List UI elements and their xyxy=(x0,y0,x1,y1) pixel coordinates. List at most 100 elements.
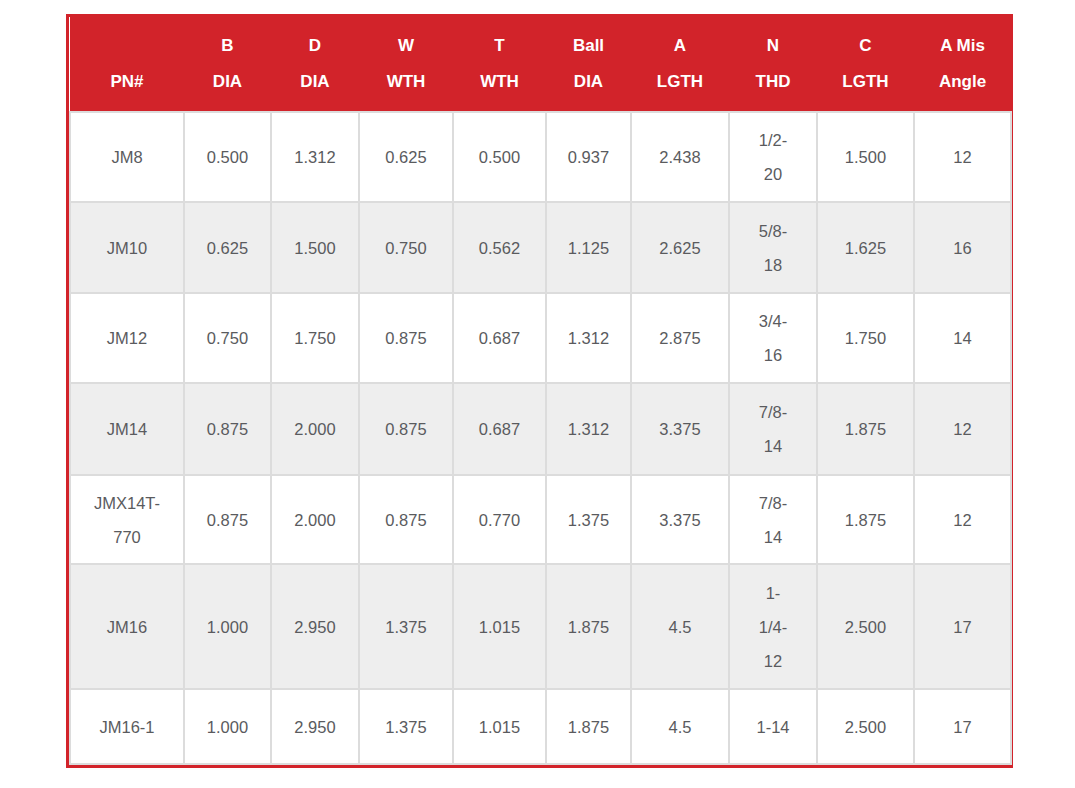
cell-n-thd: 1/2- 20 xyxy=(729,112,817,202)
cell-a-mis-angle: 17 xyxy=(914,689,1011,764)
cell-t-wth: 1.015 xyxy=(453,564,546,689)
cell-pn: JM16-1 xyxy=(70,689,184,764)
cell-a-lgth: 2.875 xyxy=(631,293,729,383)
cell-n-thd: 3/4- 16 xyxy=(729,293,817,383)
header-line: N xyxy=(731,28,815,64)
header-line: WTH xyxy=(361,64,451,100)
cell-b-dia: 0.750 xyxy=(184,293,271,383)
cell-d-dia: 1.500 xyxy=(271,202,359,293)
cell-ball-dia: 0.937 xyxy=(546,112,631,202)
col-header-pn: PN# xyxy=(70,17,184,112)
cell-n-thd: 1-14 xyxy=(729,689,817,764)
cell-pn: JM14 xyxy=(70,383,184,475)
cell-t-wth: 0.687 xyxy=(453,383,546,475)
header-line: Angle xyxy=(916,64,1009,100)
cell-c-lgth: 2.500 xyxy=(817,689,914,764)
col-header-c-lgth: C LGTH xyxy=(817,17,914,112)
cell-c-lgth: 1.750 xyxy=(817,293,914,383)
cell-w-wth: 0.625 xyxy=(359,112,453,202)
cell-w-wth: 0.875 xyxy=(359,383,453,475)
cell-c-lgth: 1.500 xyxy=(817,112,914,202)
cell-w-wth: 0.875 xyxy=(359,293,453,383)
header-line: B xyxy=(186,28,269,64)
cell-w-wth: 1.375 xyxy=(359,564,453,689)
cell-b-dia: 0.500 xyxy=(184,112,271,202)
cell-pn: JMX14T- 770 xyxy=(70,475,184,564)
spec-table: PN# B DIA D DIA W WTH T xyxy=(69,17,1012,765)
col-header-t-wth: T WTH xyxy=(453,17,546,112)
table-row-jm14: JM14 0.875 2.000 0.875 0.687 1.312 3.375… xyxy=(70,383,1011,475)
cell-pn: JM12 xyxy=(70,293,184,383)
cell-a-lgth: 4.5 xyxy=(631,564,729,689)
cell-a-mis-angle: 12 xyxy=(914,383,1011,475)
cell-ball-dia: 1.312 xyxy=(546,293,631,383)
cell-d-dia: 2.000 xyxy=(271,383,359,475)
cell-b-dia: 1.000 xyxy=(184,564,271,689)
table-row-jm8: JM8 0.500 1.312 0.625 0.500 0.937 2.438 … xyxy=(70,112,1011,202)
cell-c-lgth: 2.500 xyxy=(817,564,914,689)
header-line xyxy=(72,28,182,64)
col-header-a-lgth: A LGTH xyxy=(631,17,729,112)
cell-pn: JM16 xyxy=(70,564,184,689)
cell-a-mis-angle: 14 xyxy=(914,293,1011,383)
header-line: D xyxy=(273,28,357,64)
header-line: WTH xyxy=(455,64,544,100)
cell-t-wth: 0.770 xyxy=(453,475,546,564)
col-header-b-dia: B DIA xyxy=(184,17,271,112)
cell-pn: JM10 xyxy=(70,202,184,293)
cell-d-dia: 1.750 xyxy=(271,293,359,383)
header-line: PN# xyxy=(72,64,182,100)
header-line: DIA xyxy=(273,64,357,100)
page: PN# B DIA D DIA W WTH T xyxy=(0,0,1075,788)
cell-a-mis-angle: 17 xyxy=(914,564,1011,689)
cell-a-mis-angle: 12 xyxy=(914,112,1011,202)
cell-c-lgth: 1.875 xyxy=(817,475,914,564)
cell-n-thd: 7/8- 14 xyxy=(729,383,817,475)
cell-t-wth: 0.687 xyxy=(453,293,546,383)
table-body: JM8 0.500 1.312 0.625 0.500 0.937 2.438 … xyxy=(70,112,1011,764)
header-line: LGTH xyxy=(633,64,727,100)
cell-ball-dia: 1.125 xyxy=(546,202,631,293)
header-line: W xyxy=(361,28,451,64)
cell-b-dia: 1.000 xyxy=(184,689,271,764)
cell-ball-dia: 1.875 xyxy=(546,564,631,689)
header-line: THD xyxy=(731,64,815,100)
cell-a-lgth: 2.625 xyxy=(631,202,729,293)
header-line: T xyxy=(455,28,544,64)
cell-w-wth: 1.375 xyxy=(359,689,453,764)
header-line: C xyxy=(819,28,912,64)
table-row-jmx14t-770: JMX14T- 770 0.875 2.000 0.875 0.770 1.37… xyxy=(70,475,1011,564)
col-header-a-mis-angle: A Mis Angle xyxy=(914,17,1011,112)
cell-ball-dia: 1.375 xyxy=(546,475,631,564)
cell-a-lgth: 3.375 xyxy=(631,475,729,564)
spec-table-container: PN# B DIA D DIA W WTH T xyxy=(66,14,1013,768)
header-line: DIA xyxy=(548,64,629,100)
table-row-jm16-1: JM16-1 1.000 2.950 1.375 1.015 1.875 4.5… xyxy=(70,689,1011,764)
cell-b-dia: 0.875 xyxy=(184,475,271,564)
cell-a-mis-angle: 12 xyxy=(914,475,1011,564)
cell-t-wth: 0.562 xyxy=(453,202,546,293)
header-line: DIA xyxy=(186,64,269,100)
col-header-w-wth: W WTH xyxy=(359,17,453,112)
cell-a-lgth: 3.375 xyxy=(631,383,729,475)
cell-pn: JM8 xyxy=(70,112,184,202)
header-line: LGTH xyxy=(819,64,912,100)
header-row: PN# B DIA D DIA W WTH T xyxy=(70,17,1011,112)
cell-d-dia: 2.950 xyxy=(271,564,359,689)
table-row-jm16: JM16 1.000 2.950 1.375 1.015 1.875 4.5 1… xyxy=(70,564,1011,689)
col-header-ball-dia: Ball DIA xyxy=(546,17,631,112)
header-line: A xyxy=(633,28,727,64)
cell-n-thd: 7/8- 14 xyxy=(729,475,817,564)
cell-ball-dia: 1.875 xyxy=(546,689,631,764)
cell-c-lgth: 1.875 xyxy=(817,383,914,475)
cell-d-dia: 2.950 xyxy=(271,689,359,764)
col-header-n-thd: N THD xyxy=(729,17,817,112)
cell-t-wth: 0.500 xyxy=(453,112,546,202)
cell-b-dia: 0.625 xyxy=(184,202,271,293)
table-header: PN# B DIA D DIA W WTH T xyxy=(70,17,1011,112)
cell-w-wth: 0.750 xyxy=(359,202,453,293)
col-header-d-dia: D DIA xyxy=(271,17,359,112)
table-row-jm12: JM12 0.750 1.750 0.875 0.687 1.312 2.875… xyxy=(70,293,1011,383)
cell-a-mis-angle: 16 xyxy=(914,202,1011,293)
cell-n-thd: 1- 1/4- 12 xyxy=(729,564,817,689)
